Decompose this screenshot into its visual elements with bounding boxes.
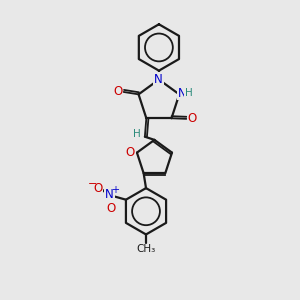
Text: CH₃: CH₃ [136,244,156,254]
Text: H: H [133,129,141,139]
Text: N: N [178,87,187,100]
Text: +: + [111,184,119,195]
Text: O: O [106,202,116,214]
Text: −: − [88,179,97,189]
Text: N: N [105,188,114,201]
Text: O: O [93,182,103,196]
Text: O: O [188,112,197,125]
Text: O: O [113,85,122,98]
Text: O: O [126,146,135,158]
Text: N: N [154,73,163,86]
Text: H: H [185,88,193,98]
